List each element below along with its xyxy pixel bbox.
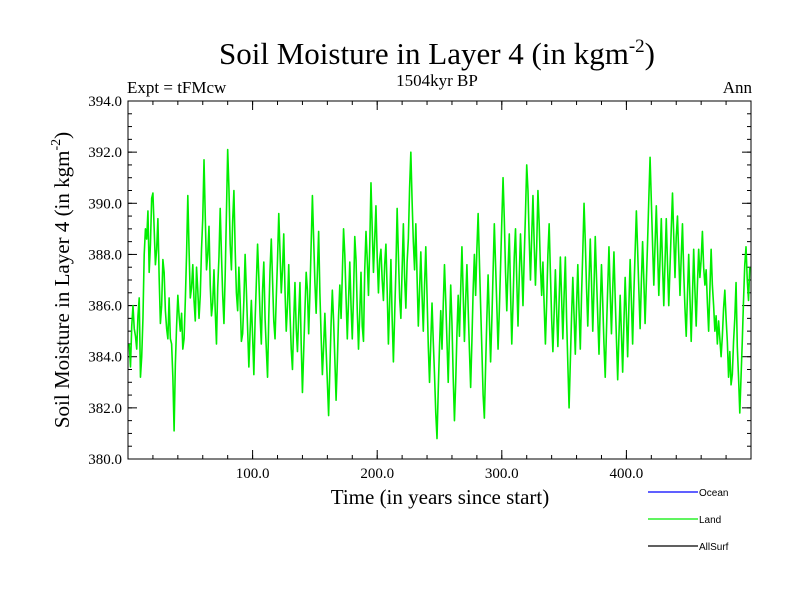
legend-label-ocean: Ocean: [699, 488, 728, 499]
series-group: [128, 148, 751, 440]
y-axis-label: Soil Moisture in Layer 4 (in kgm-2): [49, 132, 74, 428]
y-tick-label: 392.0: [88, 145, 122, 161]
x-axis: 100.0 200.0 300.0 400.0: [127, 101, 752, 482]
y-tick-label: 390.0: [88, 196, 122, 212]
y-tick-label: 388.0: [88, 247, 122, 263]
ylabel-superscript: -2: [49, 139, 64, 151]
subtitle: 1504kyr BP: [396, 71, 478, 90]
title-superscript: -2: [629, 36, 645, 57]
x-tick-label: 300.0: [485, 466, 519, 482]
x-tick-label: 200.0: [360, 466, 394, 482]
y-axis: 380.0 382.0 384.0 386.0 388.0 390.0 392.0 394.0: [88, 94, 751, 468]
ylabel-main: Soil Moisture in Layer 4 (in kgm: [50, 151, 74, 429]
y-tick-label: 384.0: [88, 350, 122, 366]
x-axis-label: Time (in years since start): [331, 485, 550, 509]
legend: Ocean Land AllSurf: [648, 488, 729, 553]
y-tick-label: 382.0: [88, 401, 122, 417]
title-close: ): [645, 36, 655, 71]
x-tick-label: 400.0: [610, 466, 644, 482]
y-tick-label: 386.0: [88, 299, 122, 315]
x-tick-label: 100.0: [236, 466, 270, 482]
chart-title: Soil Moisture in Layer 4 (in kgm-2): [219, 36, 655, 71]
series-line-land: [128, 148, 751, 440]
y-tick-label: 394.0: [88, 94, 122, 110]
experiment-label: Expt = tFMcw: [127, 78, 227, 97]
legend-label-allsurf: AllSurf: [699, 542, 729, 553]
title-main: Soil Moisture in Layer 4 (in kgm: [219, 36, 629, 71]
legend-label-land: Land: [699, 515, 721, 526]
y-tick-label: 380.0: [88, 452, 122, 468]
ylabel-close: ): [50, 132, 74, 139]
period-label: Ann: [723, 78, 753, 97]
